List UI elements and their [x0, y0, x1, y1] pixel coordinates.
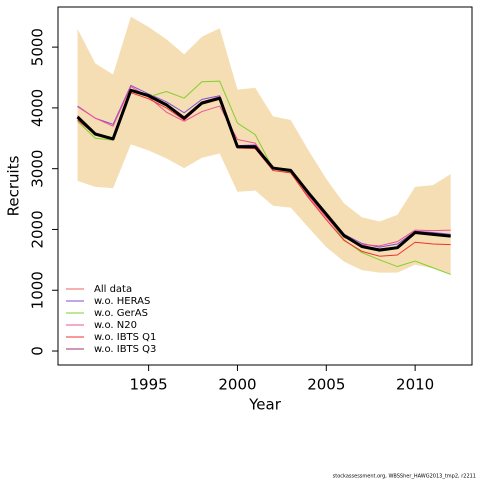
series-line [76, 88, 451, 252]
legend-label: w.o. IBTS Q3 [94, 344, 156, 355]
plot-frame [57, 6, 473, 366]
y-tick-label: 4000 [29, 89, 47, 127]
x-tick-label: 2000 [218, 376, 256, 394]
legend-label: w.o. GerAS [94, 308, 148, 319]
y-tick-label: 0 [29, 346, 47, 356]
y-tick-label: 5000 [28, 28, 46, 66]
legend-label: w.o. N20 [94, 320, 137, 331]
confidence-band [77, 16, 451, 275]
x-tick-label: 1995 [130, 376, 168, 394]
y-tick-label: 3000 [29, 150, 47, 188]
legend-label: w.o. IBTS Q1 [94, 332, 156, 343]
y-tick-label: 1000 [29, 271, 47, 309]
legend-label: All data [94, 284, 132, 295]
x-axis-label: Year [248, 396, 282, 414]
plot-area [76, 16, 451, 275]
y-tick-label: 2000 [29, 210, 47, 248]
x-tick-label: 2005 [307, 376, 345, 394]
x-tick-label: 2010 [396, 376, 434, 394]
y-axis-label: Recruits [5, 155, 23, 216]
legend-label: w.o. HERAS [94, 296, 150, 307]
caption: stockassessment.org, WBSSher_HAWG2013_tm… [333, 474, 476, 480]
